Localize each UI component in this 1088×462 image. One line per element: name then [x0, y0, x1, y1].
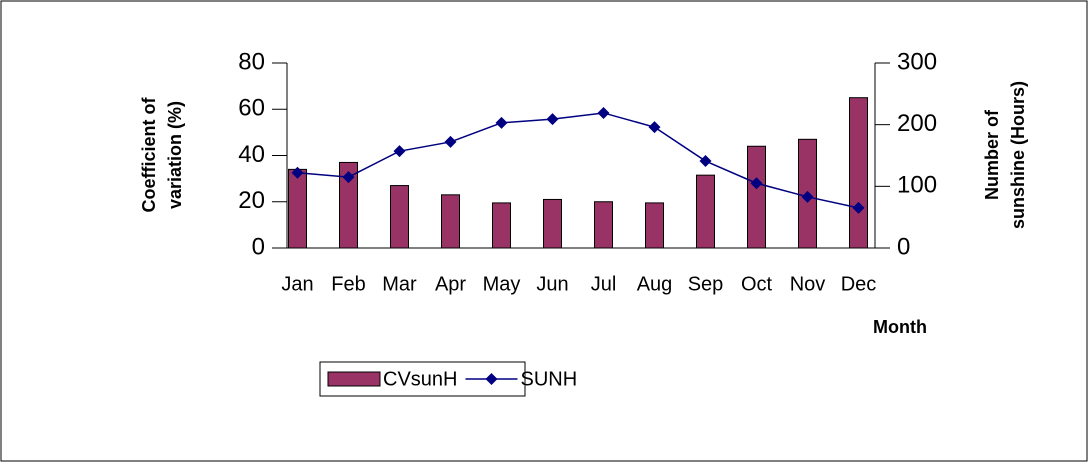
y2-tick-label: 300: [897, 48, 937, 75]
x-tick-label: Sep: [688, 273, 724, 295]
y2-tick-label: 100: [897, 172, 937, 199]
line-marker: [291, 166, 304, 179]
legend-swatch: [327, 371, 381, 387]
y2-axis-title: Number of: [982, 109, 1002, 200]
x-tick-label: Jul: [591, 273, 617, 295]
bar: [288, 168, 307, 249]
legend: CVsunH SUNH: [319, 361, 577, 397]
bar: [441, 194, 460, 249]
x-tick-label: Dec: [841, 273, 877, 295]
y-tick-label: 40: [238, 141, 265, 168]
line-marker: [546, 113, 559, 126]
x-tick-label: Feb: [331, 273, 365, 295]
y-tick-label: 0: [252, 233, 265, 260]
line-marker: [801, 190, 814, 203]
y-tick-label: 60: [238, 95, 265, 122]
line-marker: [750, 177, 763, 190]
line-marker: [852, 201, 865, 214]
y2-tick-label: 200: [897, 110, 937, 137]
line-marker: [393, 145, 406, 158]
y-axis-title: Coefficient of: [139, 96, 159, 212]
bar: [696, 174, 715, 249]
x-tick-label: Oct: [741, 273, 773, 295]
line: [297, 112, 859, 209]
line-marker: [495, 116, 508, 129]
bar: [594, 201, 613, 249]
y2-tick-label: 0: [897, 233, 910, 260]
bar: [747, 145, 766, 249]
legend-label: SUNH: [520, 368, 577, 390]
line-marker: [699, 155, 712, 168]
line-marker: [597, 106, 610, 119]
x-tick-label: Jun: [536, 273, 568, 295]
bar: [339, 161, 358, 249]
line-marker: [648, 121, 661, 134]
bar: [492, 202, 511, 249]
y-axis-title: variation (%): [165, 101, 185, 209]
x-tick-label: Mar: [382, 273, 417, 295]
x-tick-label: May: [483, 273, 521, 295]
x-tick-label: Jan: [281, 273, 313, 295]
x-tick-label: Apr: [435, 273, 466, 295]
line-marker: [342, 171, 355, 184]
y-tick-label: 20: [238, 187, 265, 214]
bar: [849, 97, 868, 249]
y2-axis-title: sunshine (Hours): [1008, 81, 1028, 229]
bar: [645, 202, 664, 249]
legend-marker: [485, 373, 498, 385]
bar: [543, 198, 562, 249]
x-tick-label: Nov: [790, 273, 826, 295]
line-marker: [444, 135, 457, 148]
x-tick-label: Aug: [637, 273, 673, 295]
legend-label: CVsunH: [383, 368, 457, 390]
x-axis-title: Month: [873, 317, 927, 337]
y-tick-label: 80: [238, 48, 265, 75]
bar: [390, 185, 409, 249]
